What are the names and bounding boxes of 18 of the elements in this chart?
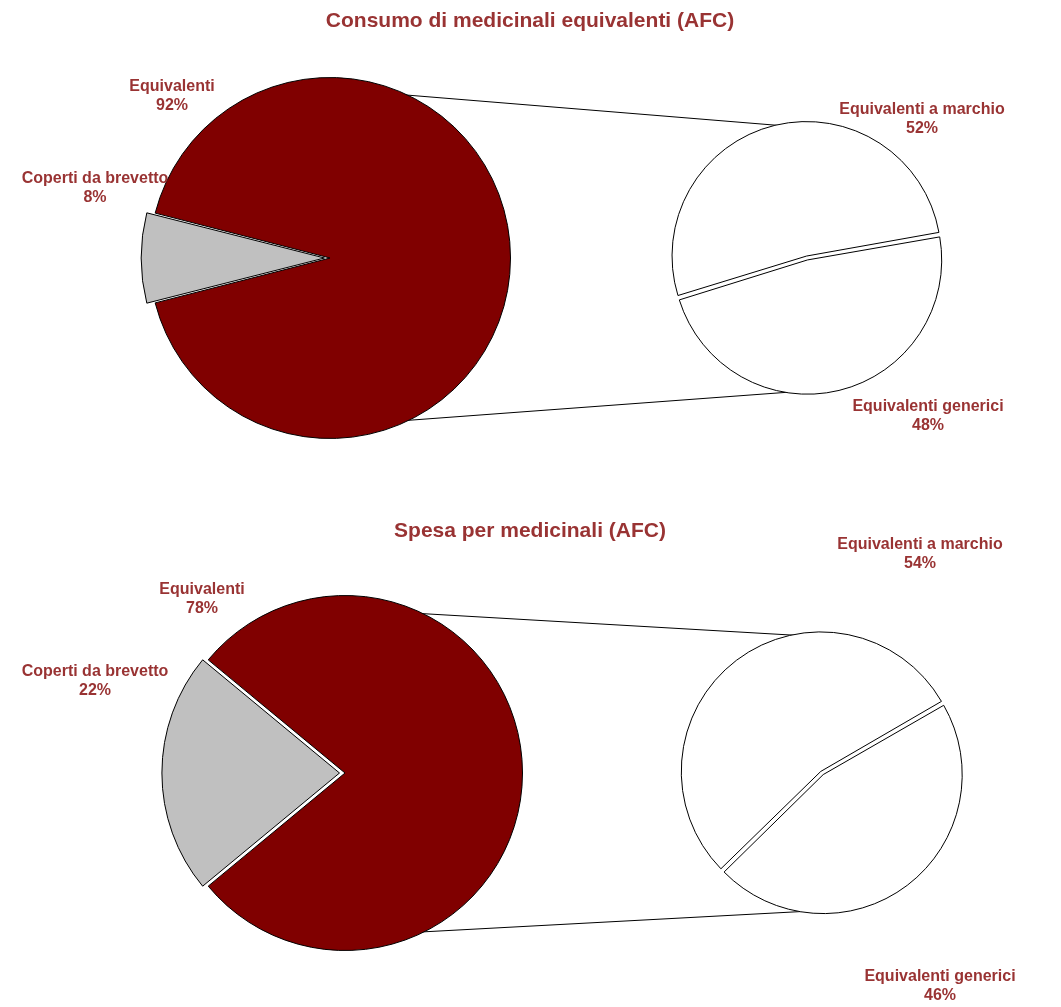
chart-title: Spesa per medicinali (AFC) [394,518,666,542]
slice-label: Equivalenti generici [852,396,1004,415]
slice-label: Equivalenti generici [864,966,1016,985]
data-label: 52% [905,118,939,137]
data-label: 54% [903,553,937,572]
chart-title: Consumo di medicinali equivalenti (AFC) [325,8,735,32]
data-label: 78% [185,598,219,617]
slice-label: Coperti da brevetto [21,168,169,187]
slice-label: Equivalenti a marchio [837,534,1003,553]
slice-label: Equivalenti [129,76,215,95]
data-label: 8% [82,187,108,206]
data-label: 48% [911,415,945,434]
data-label: 46% [923,985,957,1004]
data-label: 92% [155,95,189,114]
slice-label: Equivalenti a marchio [839,99,1005,118]
data-label: 22% [78,680,112,699]
slice-label: Coperti da brevetto [21,661,169,680]
slice-label: Equivalenti [159,579,245,598]
